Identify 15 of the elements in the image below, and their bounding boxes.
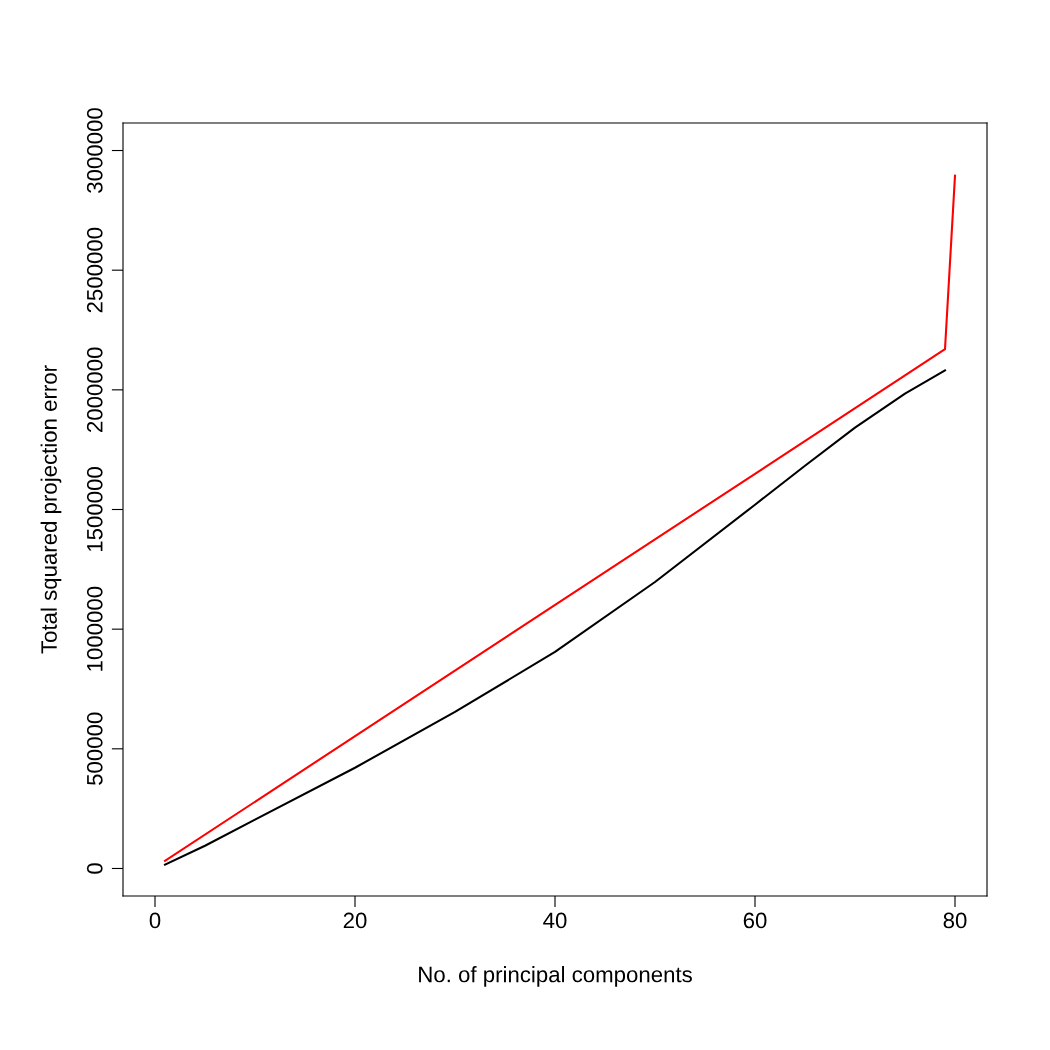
y-tick-label: 1000000: [86, 586, 103, 671]
y-tick-label: 3000000: [86, 108, 103, 193]
y-tick-label: 0: [86, 863, 103, 874]
y-tick-label: 500000: [86, 712, 103, 785]
x-axis-title: No. of principal components: [419, 966, 692, 987]
x-tick-label: 0: [149, 912, 161, 929]
y-axis-title: Total squared projection error: [40, 365, 62, 654]
y-tick-label: 1500000: [86, 467, 103, 552]
y-tick-label: 2000000: [86, 347, 103, 432]
x-tick-label: 60: [743, 912, 767, 929]
line-series: [163, 369, 947, 866]
x-tick-label: 20: [343, 912, 367, 929]
x-tick-label: 40: [543, 912, 567, 929]
x-tick-label: 80: [943, 912, 967, 929]
y-tick-label: 2500000: [86, 227, 103, 313]
